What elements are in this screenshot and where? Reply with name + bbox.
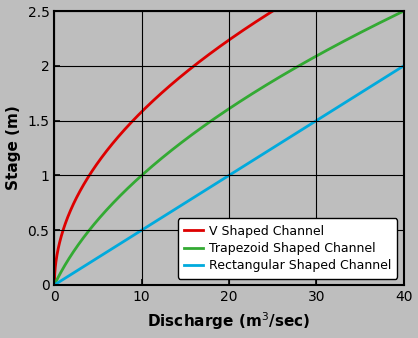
Line: V Shaped Channel: V Shaped Channel xyxy=(54,0,404,285)
Trapezoid Shaped Channel xyxy=(212,116,217,120)
Trapezoid Shaped Channel xyxy=(401,9,406,13)
Rectangular Shaped Channel xyxy=(401,64,406,68)
Trapezoid Shaped Channel xyxy=(52,283,57,287)
Trapezoid Shaped Channel xyxy=(327,47,332,51)
Line: Rectangular Shaped Channel: Rectangular Shaped Channel xyxy=(54,66,404,285)
Trapezoid Shaped Channel xyxy=(391,14,396,18)
V Shaped Channel xyxy=(222,41,227,45)
Line: Trapezoid Shaped Channel: Trapezoid Shaped Channel xyxy=(54,11,404,285)
V Shaped Channel xyxy=(212,48,217,52)
Rectangular Shaped Channel xyxy=(70,272,75,276)
Rectangular Shaped Channel xyxy=(212,182,217,186)
X-axis label: Discharge (m$^3$/sec): Discharge (m$^3$/sec) xyxy=(148,311,311,333)
Rectangular Shaped Channel xyxy=(327,111,332,115)
Legend: V Shaped Channel, Trapezoid Shaped Channel, Rectangular Shaped Channel: V Shaped Channel, Trapezoid Shaped Chann… xyxy=(178,218,398,279)
Trapezoid Shaped Channel xyxy=(70,251,75,256)
Rectangular Shaped Channel xyxy=(391,70,396,74)
Trapezoid Shaped Channel xyxy=(391,14,396,18)
V Shaped Channel xyxy=(70,204,75,209)
V Shaped Channel xyxy=(52,283,57,287)
Trapezoid Shaped Channel xyxy=(222,110,227,114)
Y-axis label: Stage (m): Stage (m) xyxy=(5,105,20,190)
Rectangular Shaped Channel xyxy=(222,176,227,180)
Rectangular Shaped Channel xyxy=(52,283,57,287)
Rectangular Shaped Channel xyxy=(391,70,396,74)
